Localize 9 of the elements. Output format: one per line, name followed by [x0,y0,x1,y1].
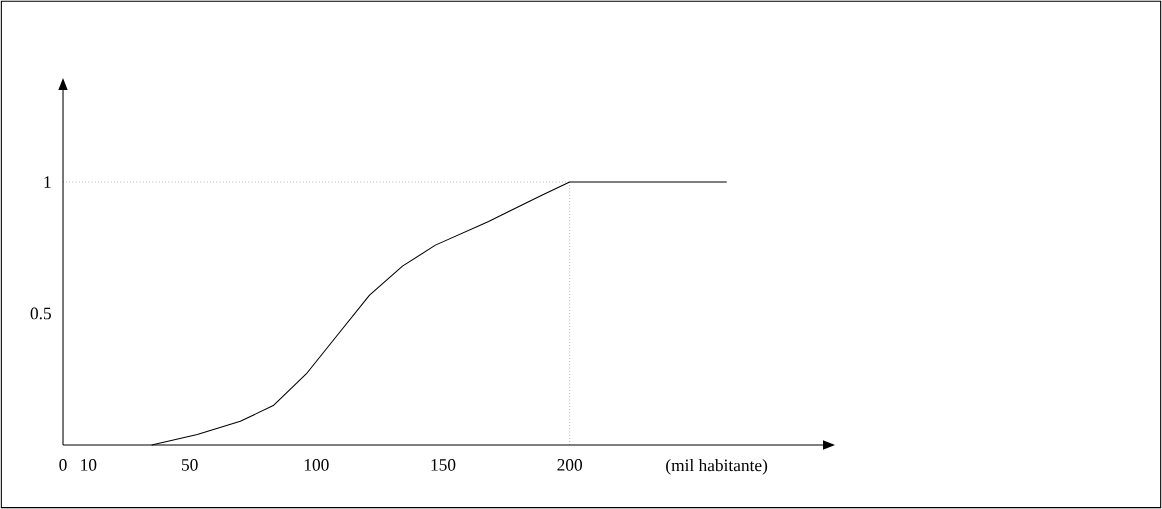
x-tick-label: 200 [557,459,583,471]
x-axis-title: (mil habitante) [666,459,768,475]
x-tick-label: 10 [81,459,97,471]
x-tick-label: 50 [182,459,198,471]
y-tick-label: 1 [44,176,51,188]
y-tick-label: 0.5 [30,307,51,320]
x-tick-label: 150 [431,459,456,471]
x-tick-label: 100 [304,459,329,471]
x-tick-label: 0 [59,459,67,471]
